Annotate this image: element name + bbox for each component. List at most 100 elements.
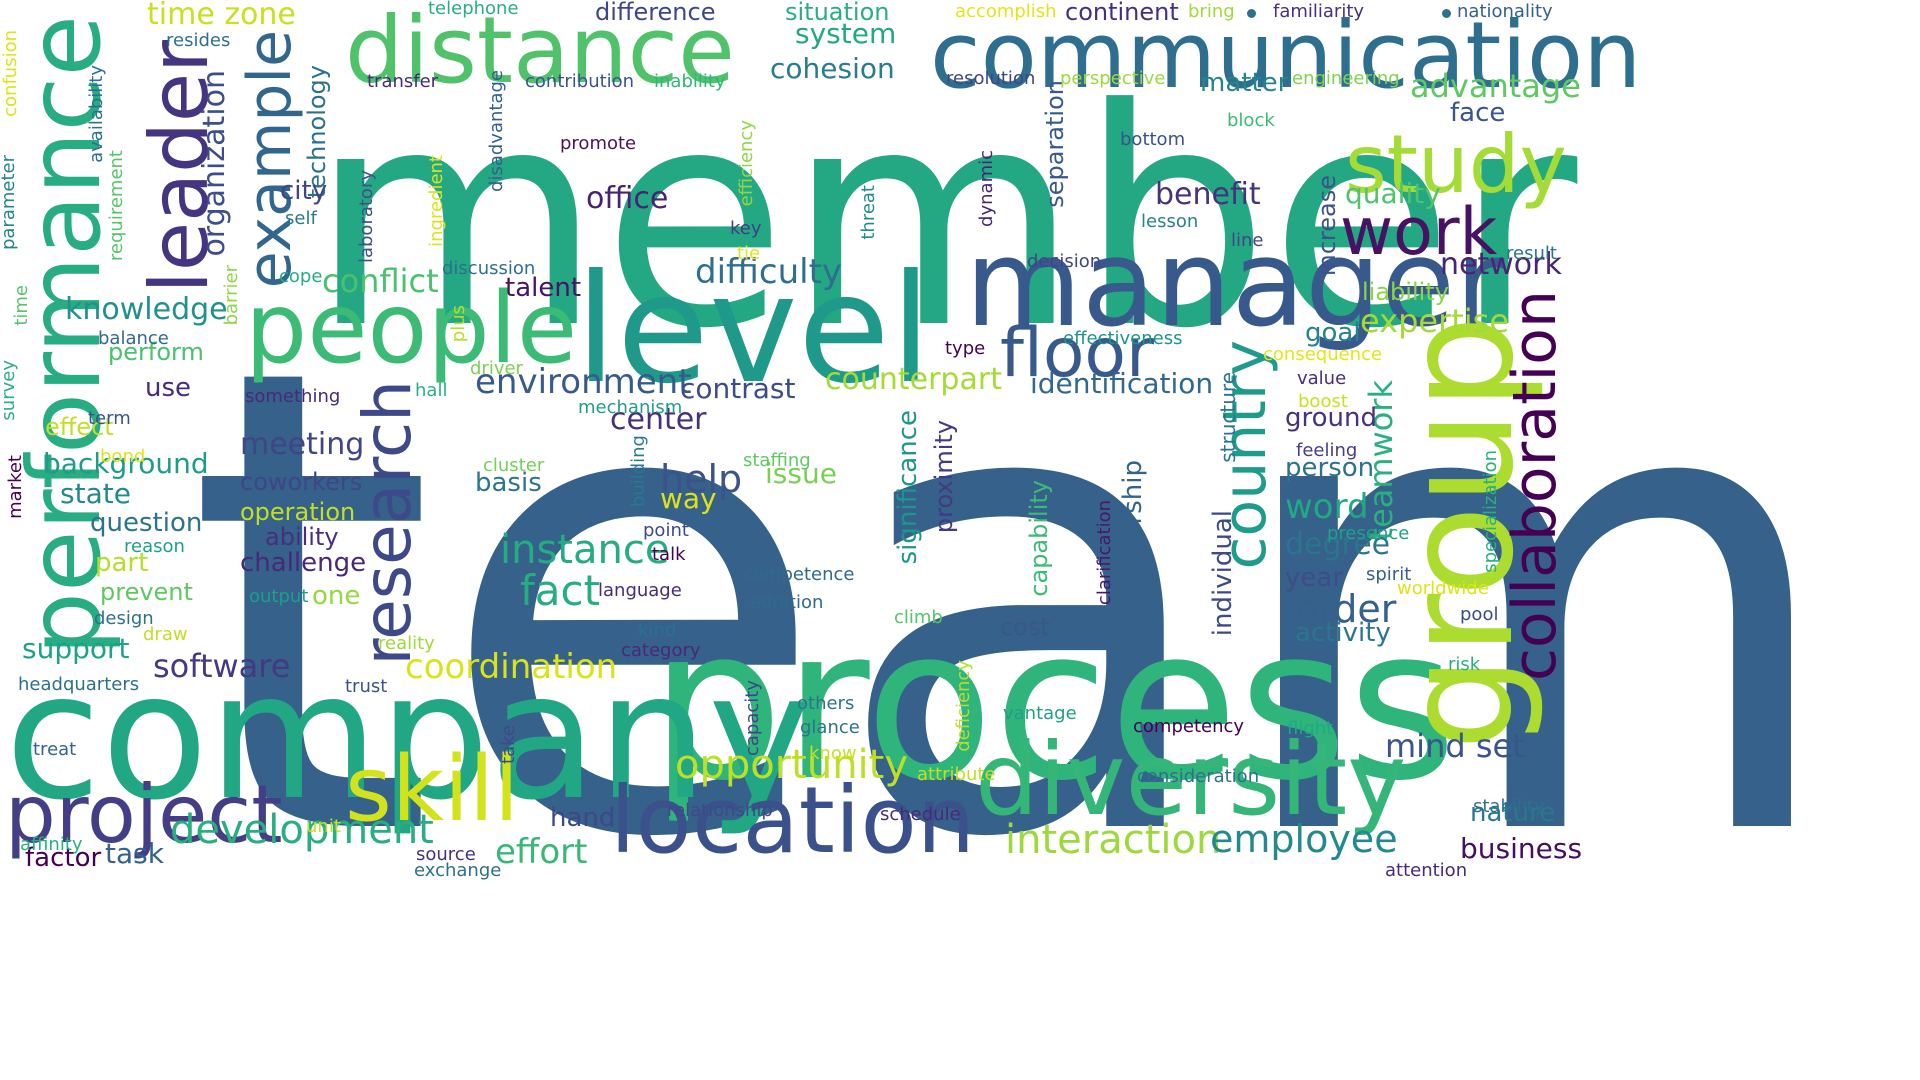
word-staffing: staffing xyxy=(743,450,811,471)
word-one: one xyxy=(312,581,361,611)
word-environment: environment xyxy=(475,362,692,402)
word-proximity: proximity xyxy=(930,420,958,534)
word-study: study xyxy=(1345,118,1567,211)
word-promote: promote xyxy=(560,133,637,154)
word-confusion: confusion xyxy=(0,30,21,117)
word-affinity: affinity xyxy=(20,834,83,855)
word-draw: draw xyxy=(143,624,188,645)
word-block: block xyxy=(1227,110,1275,131)
word-building: building xyxy=(628,435,649,508)
word-talk: talk xyxy=(652,544,686,565)
word-point: point xyxy=(643,520,689,541)
word-clarification: clarification xyxy=(1094,500,1115,606)
word-ground: ground xyxy=(1285,403,1377,433)
word-self: self xyxy=(285,208,317,229)
word-headquarters: headquarters xyxy=(18,674,140,695)
word-process: process xyxy=(650,582,1457,827)
word-mechanism: mechanism xyxy=(578,397,683,418)
word-company: company xyxy=(5,636,812,839)
word-result: result xyxy=(1506,243,1557,264)
word-design: design xyxy=(94,608,154,629)
word-center: center xyxy=(610,402,707,437)
word-significance: significance xyxy=(893,410,923,565)
word-system: system xyxy=(795,17,897,50)
word-flight: flight xyxy=(1287,718,1334,739)
word-difference: difference xyxy=(595,0,716,26)
word-advantage: advantage xyxy=(1410,67,1581,105)
word-hall: hall xyxy=(415,380,448,401)
word-time: time xyxy=(11,285,32,326)
word-continent: continent xyxy=(1065,0,1179,26)
word-leadership: leadership xyxy=(1118,460,1148,597)
word-order: order xyxy=(1295,587,1397,631)
word-competency: competency xyxy=(1133,716,1245,737)
word-competence: competence xyxy=(743,564,855,585)
word-task: task xyxy=(105,837,164,870)
word-trust: trust xyxy=(345,676,388,697)
word-attention: attention xyxy=(1385,860,1468,881)
word-value: value xyxy=(1297,368,1347,389)
word-research: research xyxy=(349,380,426,666)
word-skill: skill xyxy=(345,737,520,842)
word-mind-set: mind set xyxy=(1385,727,1525,765)
word-worldwide: worldwide xyxy=(1397,578,1489,599)
word-something: something xyxy=(245,386,341,407)
word-specialization: specialization xyxy=(1480,450,1501,573)
word-factor: factor xyxy=(25,843,102,873)
word-diversity: diversity xyxy=(975,721,1407,838)
word-person: person xyxy=(1285,453,1375,483)
word-development: development xyxy=(170,807,434,853)
word-resolution: resolution xyxy=(946,68,1036,89)
word-effect: effect xyxy=(45,413,114,441)
word-issue: issue xyxy=(765,457,837,490)
word-expertise: expertise xyxy=(1360,302,1510,340)
word-treat: treat xyxy=(33,739,77,760)
word-prevent: prevent xyxy=(100,578,193,606)
word-identification: identification xyxy=(1030,367,1214,400)
word-bottom: bottom xyxy=(1120,129,1186,150)
word-capability: capability xyxy=(1025,480,1053,597)
word-schedule: schedule xyxy=(880,804,961,825)
word-challenge: challenge xyxy=(240,548,367,578)
word-contribution: contribution xyxy=(525,71,635,92)
word-increase: increase xyxy=(1313,175,1341,277)
word-unit: unit xyxy=(306,816,341,837)
word-perform: perform xyxy=(108,338,204,366)
word-deficiency: deficiency xyxy=(953,660,974,752)
word-driver: driver xyxy=(470,358,523,379)
word-coordination: coordination xyxy=(405,647,618,687)
word-floor: floor xyxy=(1000,314,1154,393)
word-bond: bond xyxy=(100,446,146,467)
word-dynamic: dynamic xyxy=(976,150,997,227)
word-opportunity: opportunity xyxy=(675,742,909,788)
word-organization: organization xyxy=(197,70,232,257)
word-telephone: telephone xyxy=(428,0,519,19)
word-fact: fact xyxy=(520,566,601,615)
word-time-zone: time zone xyxy=(147,0,296,32)
word-source: source xyxy=(416,844,476,865)
word-resides: resides xyxy=(166,30,231,51)
word-effort: effort xyxy=(495,832,588,872)
word-operation: operation xyxy=(240,498,356,526)
word-benefit: benefit xyxy=(1155,177,1261,212)
word-office: office xyxy=(586,181,669,216)
word-year: year xyxy=(1285,563,1344,593)
word-discussion: discussion xyxy=(442,258,536,279)
word-contrast: contrast xyxy=(680,372,796,405)
word-help: help xyxy=(660,457,743,501)
word-output: output xyxy=(249,586,309,607)
word-face: face xyxy=(1450,98,1506,128)
word-nature: nature xyxy=(1470,798,1556,828)
word-line: line xyxy=(1231,230,1264,251)
word-word: word xyxy=(1285,487,1369,527)
word-separation: separation xyxy=(1041,80,1069,208)
word-ability: ability xyxy=(265,523,339,551)
word-reason: reason xyxy=(124,536,185,557)
word-engineering: engineering xyxy=(1292,68,1400,89)
word-hand: hand xyxy=(550,803,616,833)
word-familiarity: familiarity xyxy=(1273,1,1365,22)
word-network: network xyxy=(1440,247,1562,282)
word-vantage: vantage xyxy=(1003,703,1077,724)
word-decision: decision xyxy=(1027,251,1102,272)
